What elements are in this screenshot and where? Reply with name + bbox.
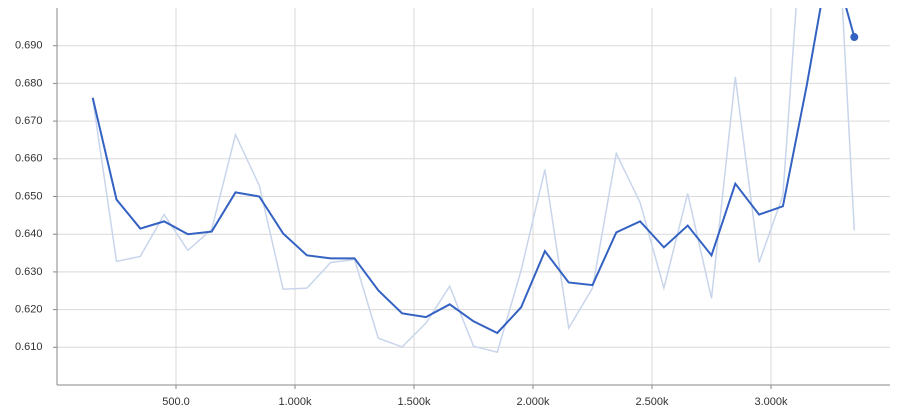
y-tick-label: 0.640 [15,228,43,240]
x-tick-label: 2.000k [516,396,550,408]
series-line [91,8,856,354]
y-tick-label: 0.610 [15,341,43,353]
x-tick-label: 3.000k [754,396,788,408]
y-tick-label: 0.690 [15,40,43,52]
y-tick-label: 0.680 [15,77,43,89]
series-line [91,8,856,335]
grid [57,8,890,385]
plot [91,8,856,354]
x-tick-label: 500.0 [162,396,190,408]
y-tick-label: 0.630 [15,266,43,278]
x-tick-label: 1.000k [278,396,312,408]
y-tick-label: 0.650 [15,190,43,202]
x-tick-label: 1.500k [397,396,431,408]
x-tick-label: 2.500k [635,396,669,408]
y-tick-label: 0.620 [15,304,43,316]
y-tick-label: 0.670 [15,115,43,127]
last-point [850,33,859,42]
y-tick-label: 0.660 [15,153,43,165]
